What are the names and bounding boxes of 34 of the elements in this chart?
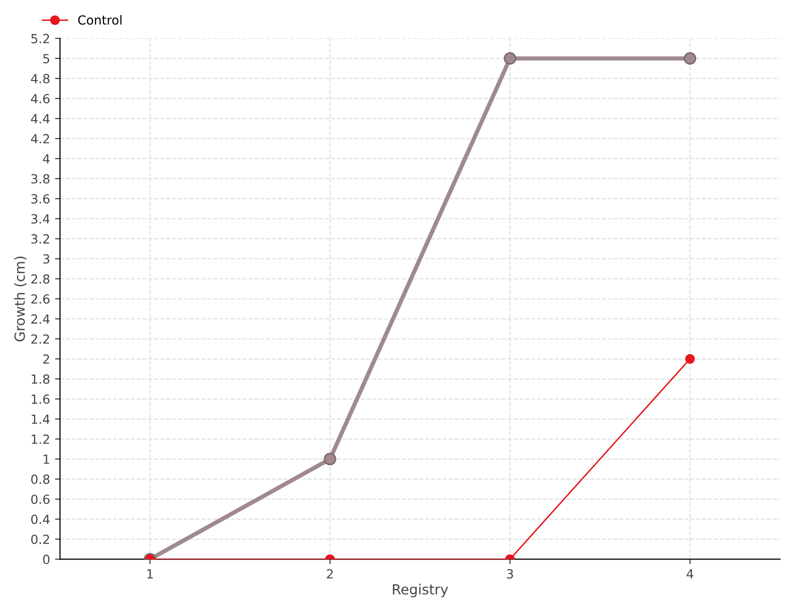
x-tick-label: 3 bbox=[506, 569, 513, 579]
y-tick-label: 3.2 bbox=[31, 234, 50, 244]
y-tick-label: 0.2 bbox=[31, 534, 50, 544]
y-tick-label: 0 bbox=[43, 554, 50, 564]
y-tick-label: 2.2 bbox=[31, 334, 50, 344]
y-tick-label: 1.8 bbox=[32, 374, 50, 384]
y-tick-label: 5 bbox=[43, 54, 50, 64]
x-tick-label: 1 bbox=[147, 569, 153, 578]
y-axis-title: Growth (cm) bbox=[14, 256, 27, 342]
y-tick-label: 1 bbox=[44, 454, 50, 464]
y-tick-label: 4.8 bbox=[31, 74, 50, 84]
y-tick-label: 4.2 bbox=[31, 134, 50, 144]
y-tick-label: 2.4 bbox=[31, 314, 50, 324]
y-tick-label: 4.4 bbox=[31, 114, 50, 124]
x-axis-title: Registry bbox=[392, 584, 448, 598]
y-tick-label: 3.8 bbox=[31, 174, 50, 184]
y-tick-label: 0.6 bbox=[31, 494, 50, 504]
x-tick-label: 4 bbox=[686, 569, 694, 578]
y-tick-label: 3.6 bbox=[31, 194, 50, 204]
x-tick-label: 2 bbox=[326, 569, 333, 578]
y-tick-label: 0.4 bbox=[31, 514, 50, 524]
y-tick-label: 5.2 bbox=[31, 34, 50, 44]
y-tick-label: 3.4 bbox=[31, 214, 50, 224]
y-tick-label: 4.6 bbox=[31, 94, 50, 104]
legend-label: Control bbox=[78, 15, 122, 25]
y-tick-label: 1.6 bbox=[32, 394, 50, 404]
y-tick-label: 2 bbox=[43, 354, 50, 364]
y-tick-label: 2.6 bbox=[31, 294, 50, 304]
y-tick-label: 2.8 bbox=[31, 274, 50, 284]
y-tick-label: 1.2 bbox=[32, 434, 50, 444]
y-tick-label: 4 bbox=[42, 154, 50, 164]
y-tick-label: 1.4 bbox=[32, 414, 50, 424]
y-tick-label: 0.8 bbox=[31, 474, 50, 484]
y-tick-label: 3 bbox=[43, 254, 50, 264]
